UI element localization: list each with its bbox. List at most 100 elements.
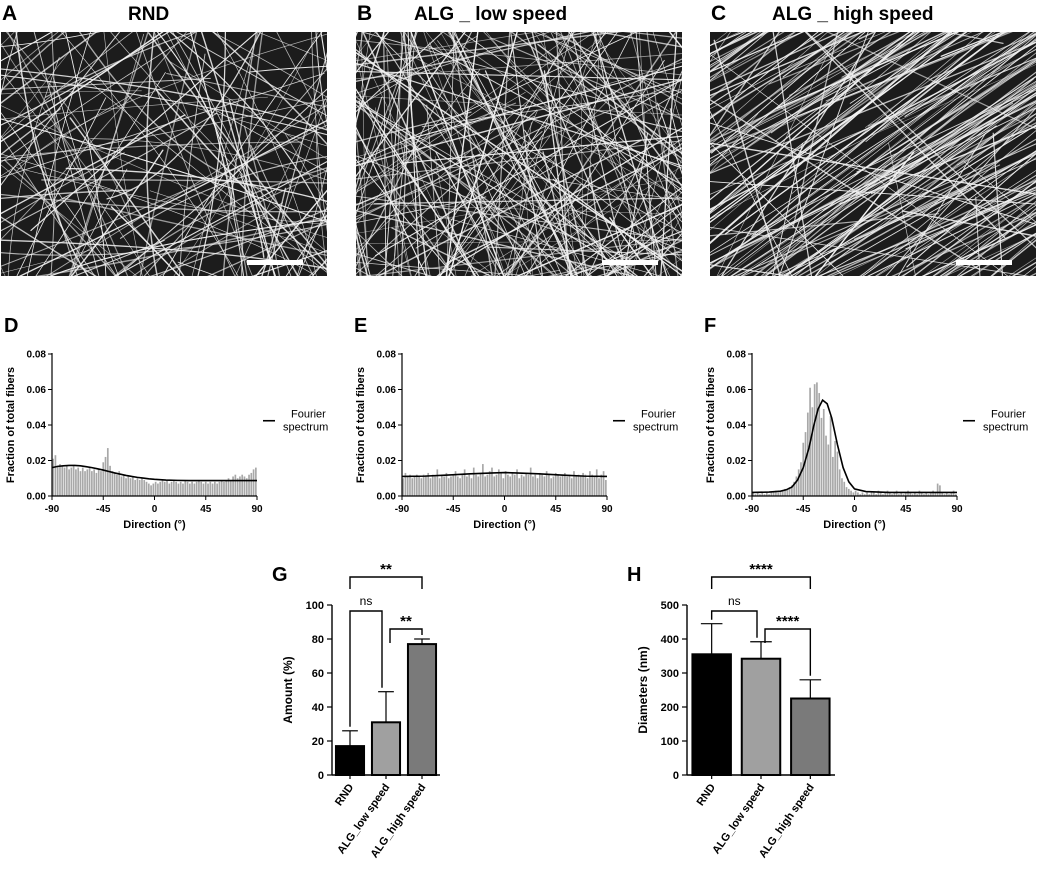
histogram-bar xyxy=(136,478,139,496)
fiber xyxy=(721,38,1036,276)
histogram-bar xyxy=(504,471,507,496)
histogram-bar xyxy=(509,476,512,496)
fiber xyxy=(421,89,682,128)
fiber xyxy=(207,220,327,276)
histogram-bar xyxy=(406,476,409,496)
histogram-bar xyxy=(495,474,498,496)
significance-bracket xyxy=(710,610,758,638)
fiber xyxy=(571,209,682,251)
histogram-bar xyxy=(857,492,859,496)
fiber xyxy=(34,216,327,276)
histogram-bar xyxy=(847,488,850,496)
significance-label: ns xyxy=(728,594,741,608)
fiber-image-alg-high-speed xyxy=(710,32,1036,276)
histogram-bar xyxy=(564,472,566,496)
histogram-bar xyxy=(543,476,546,496)
histogram-bar xyxy=(775,490,777,496)
fiber xyxy=(851,81,1036,192)
fiber xyxy=(407,32,420,276)
histogram-bar xyxy=(770,492,773,496)
fiber xyxy=(990,236,1036,276)
fiber xyxy=(564,186,682,276)
x-tick-label: 0 xyxy=(152,504,158,515)
histogram-bar xyxy=(920,492,923,496)
fiber xyxy=(35,72,166,276)
histogram-bar xyxy=(77,467,80,496)
histogram-bar xyxy=(147,483,150,496)
histogram-bar xyxy=(589,471,591,496)
fiber xyxy=(356,99,630,262)
histogram-bar xyxy=(225,480,228,496)
histogram-bar xyxy=(132,476,134,496)
significance-bracket xyxy=(389,628,423,643)
fiber xyxy=(710,32,767,66)
histogram-bar xyxy=(934,492,937,496)
y-tick-label: 0 xyxy=(673,770,679,782)
histogram-bar xyxy=(793,481,795,496)
y-tick-label: 0 xyxy=(318,770,324,782)
fiber xyxy=(356,203,682,215)
fiber xyxy=(580,32,602,276)
fiber xyxy=(587,70,682,276)
y-tick-label: 0.04 xyxy=(377,421,397,432)
fiber xyxy=(555,32,569,276)
fiber xyxy=(149,208,327,276)
significance-label: ** xyxy=(400,613,412,630)
fiber xyxy=(454,32,563,276)
fiber xyxy=(1,112,218,232)
histogram-bar xyxy=(800,462,802,496)
fiber xyxy=(783,92,1036,276)
histogram-bar xyxy=(452,474,455,496)
fiber xyxy=(710,78,904,220)
fiber xyxy=(356,78,682,167)
y-tick-label: 0.08 xyxy=(377,350,397,361)
histogram-bar xyxy=(523,476,525,496)
fiber xyxy=(356,32,539,62)
histogram-bar xyxy=(866,492,868,496)
histogram-bar xyxy=(486,474,489,496)
fiber xyxy=(213,108,327,173)
fiber xyxy=(554,32,682,105)
histogram-bar xyxy=(813,384,816,496)
fiber xyxy=(1,72,325,179)
fiber xyxy=(1,32,66,92)
fiber xyxy=(375,107,412,276)
histogram-bar xyxy=(768,494,770,496)
fiber xyxy=(606,228,671,276)
histogram-bar xyxy=(761,492,764,496)
y-tick-label: 100 xyxy=(661,736,679,748)
fiber xyxy=(932,194,1036,276)
fiber xyxy=(710,32,804,83)
histogram-bar xyxy=(214,481,216,496)
y-tick-label: 400 xyxy=(661,634,679,646)
fiber xyxy=(391,227,492,276)
histogram-bar xyxy=(891,494,893,496)
fiber xyxy=(222,32,258,276)
histogram-bar xyxy=(234,474,237,496)
histogram-bar xyxy=(586,478,589,496)
fiber xyxy=(110,32,327,253)
histogram-bar xyxy=(525,472,527,496)
x-tick-label: 45 xyxy=(200,504,212,515)
y-axis-label: Diameters (nm) xyxy=(636,646,650,733)
fiber xyxy=(439,32,607,276)
histogram-bar xyxy=(404,472,407,496)
fiber xyxy=(155,89,327,272)
fourier-curve xyxy=(751,398,957,494)
fiber xyxy=(1,68,327,131)
fiber xyxy=(449,32,579,276)
histogram-bar xyxy=(575,476,578,496)
fiber xyxy=(542,151,574,276)
histogram-bar xyxy=(577,474,580,496)
fiber xyxy=(594,134,682,169)
fiber xyxy=(838,182,1036,276)
fiber xyxy=(41,179,327,184)
x-tick-label: -45 xyxy=(96,504,111,515)
y-tick-label: 0.06 xyxy=(727,385,747,396)
fiber xyxy=(143,67,327,276)
histogram-bar xyxy=(816,382,818,496)
histogram-bar xyxy=(188,483,191,496)
histogram-bar xyxy=(52,458,54,496)
histogram-bar xyxy=(177,483,180,496)
fiber xyxy=(542,32,578,276)
